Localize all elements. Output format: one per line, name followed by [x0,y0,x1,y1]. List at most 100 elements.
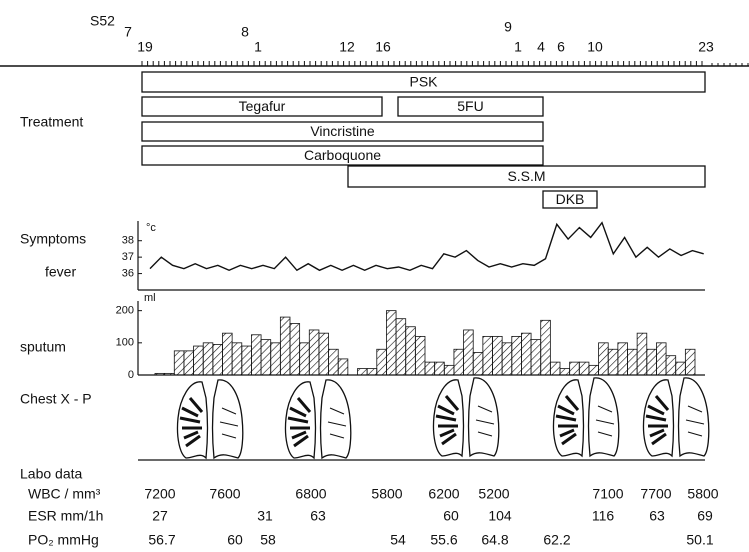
y-tick-label: 37 [122,251,134,263]
labo-row-label: PO₂ mmHg [28,532,99,548]
labo-row-label: ESR mm/1h [28,508,103,524]
labo-value: 64.8 [481,532,508,548]
sputum-bar [531,340,541,375]
sputum-bar [618,343,628,375]
sputum-bar [444,365,454,375]
labo-value: 63 [310,508,326,524]
day-label: 16 [375,39,391,55]
day-label: 10 [587,39,603,55]
drug-label: PSK [409,74,438,90]
labo-value: 5800 [687,486,718,502]
sputum-bar [386,311,396,375]
labo-value: 58 [260,532,276,548]
labo-value: 7100 [592,486,623,502]
sputum-bar [319,333,329,375]
treatment-label: Treatment [20,114,83,130]
labo-value: 7600 [209,486,240,502]
labo-value: 62.2 [543,532,570,548]
sputum-bar [454,349,464,375]
chest-xray [285,380,350,458]
labo-value: 60 [227,532,243,548]
day-label: 6 [557,39,565,55]
sputum-bar [300,343,310,375]
chest-xray [643,378,708,456]
sputum-bar [599,343,609,375]
sputum-bar [570,362,580,375]
fever-label: fever [45,264,76,280]
chest-xray [177,380,242,458]
day-label: 1 [514,39,522,55]
chest-xp-label: Chest X - P [20,391,92,407]
labo-value: 7700 [640,486,671,502]
sputum-bar [628,349,638,375]
sputum-bar [377,349,387,375]
era-label: S52 [90,13,115,29]
labo-value: 6800 [295,486,326,502]
sputum-bar [656,343,666,375]
sputum-bar [309,330,319,375]
sputum-bar [242,346,252,375]
y-tick-label: 200 [116,305,134,317]
sputum-bar [483,336,493,375]
labo-value: 31 [257,508,273,524]
sputum-bar [666,356,676,375]
sputum-bar [464,330,474,375]
fever-unit: °c [146,222,156,234]
sputum-bar [560,369,570,375]
labo-label: Labo data [20,466,82,482]
drug-label: DKB [556,191,585,207]
sputum-bar [174,351,184,375]
sputum-bar [184,351,194,375]
sputum-bar [165,373,175,375]
sputum-bar [676,362,686,375]
sputum-bar [637,333,647,375]
sputum-bar [203,343,213,375]
sputum-bar [271,343,281,375]
sputum-bar [521,333,531,375]
drug-label: 5FU [457,98,483,114]
sputum-bar [367,369,377,375]
drug-label: Carboquone [304,147,381,163]
labo-value: 104 [488,508,512,524]
sputum-bar [502,343,512,375]
labo-value: 54 [390,532,406,548]
labo-value: 6200 [428,486,459,502]
sputum-bar [435,362,445,375]
labo-value: 116 [592,508,615,524]
y-tick-label: 0 [128,369,134,381]
sputum-bar [541,320,551,375]
sputum-bar [396,319,406,375]
labo-value: 27 [152,508,168,524]
clinical-course-chart: S52 Treatment Symptoms fever °c sputum m… [0,0,749,552]
day-label: 1 [254,39,262,55]
sputum-bar [550,362,560,375]
chest-xray [553,378,618,456]
y-tick-label: 100 [116,337,134,349]
sputum-bar [608,349,618,375]
symptoms-label: Symptoms [20,231,86,247]
chest-xray [433,378,498,456]
sputum-bar [223,333,233,375]
sputum-bar [232,343,242,375]
drug-label: S.S.M [507,168,545,184]
sputum-bar [213,344,223,375]
sputum-bar [329,349,339,375]
fever-line [150,223,704,271]
sputum-bar [261,340,271,375]
labo-value: 56.7 [148,532,175,548]
sputum-bar [406,327,416,375]
sputum-bar [512,336,522,375]
day-label: 12 [339,39,355,55]
sputum-bar [493,336,503,375]
labo-row-label: WBC / mm³ [28,486,101,502]
day-label: 19 [137,39,153,55]
labo-value: 5200 [478,486,509,502]
y-tick-label: 38 [122,235,134,247]
sputum-bar [425,362,435,375]
labo-value: 7200 [144,486,175,502]
sputum-bar [473,352,483,375]
drug-label: Tegafur [239,98,286,114]
labo-value: 60 [443,508,459,524]
sputum-bar [338,359,348,375]
sputum-bar [358,369,368,375]
